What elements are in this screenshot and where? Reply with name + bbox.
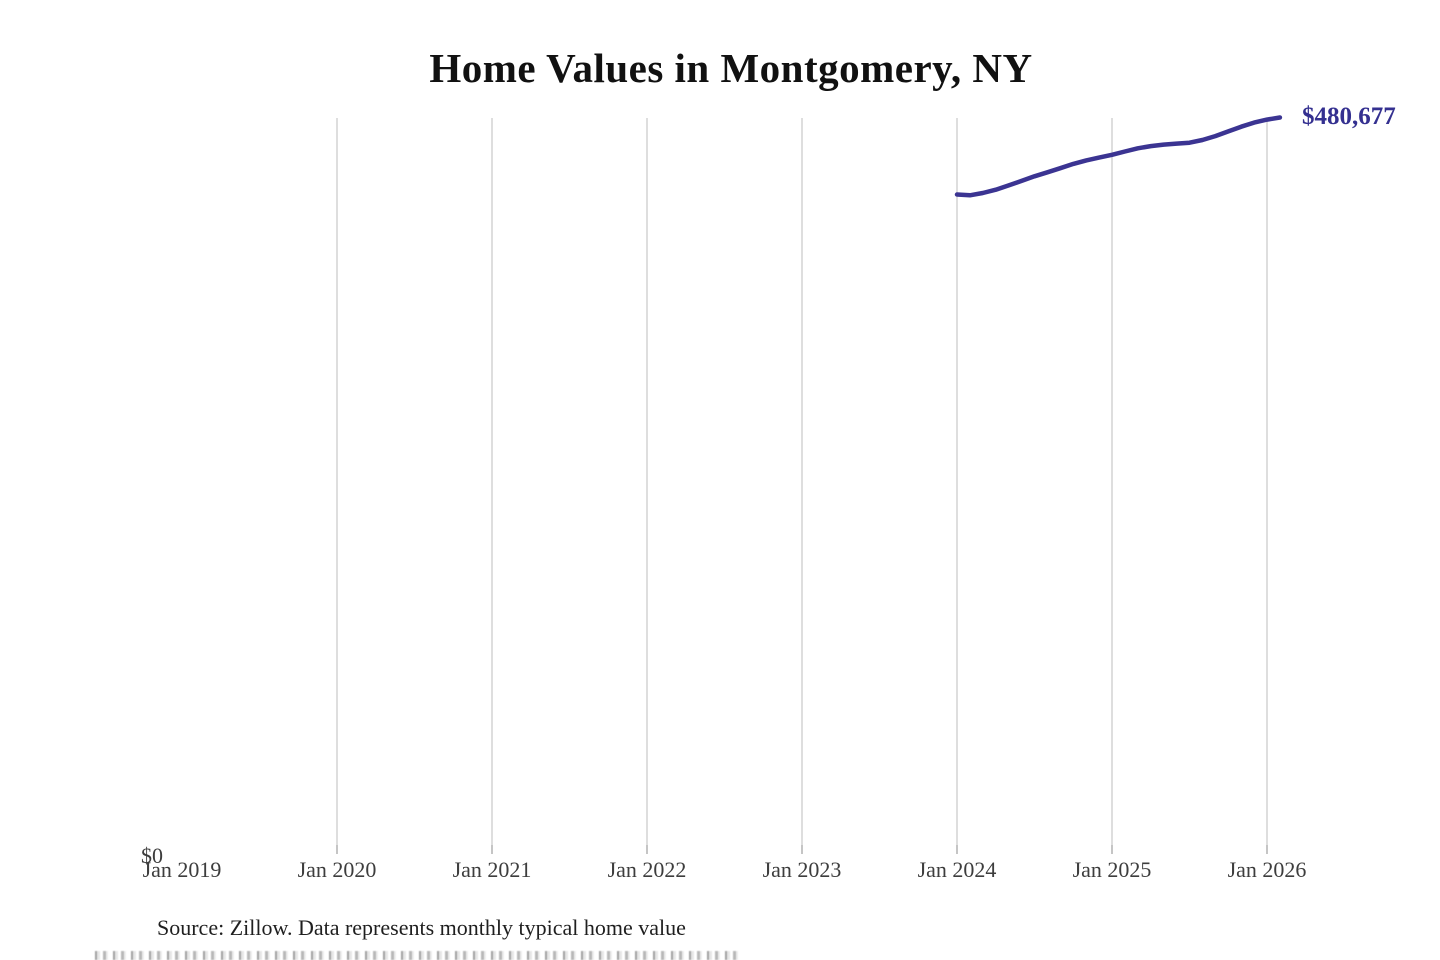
x-axis-label-jan-2021: Jan 2021 [452, 857, 532, 882]
x-axis-label-jan-2024: Jan 2024 [917, 857, 997, 882]
x-axis-label-jan-2023: Jan 2023 [762, 857, 842, 882]
home-value-line [954, 115, 1283, 198]
clipped-text-remnant [95, 951, 743, 960]
chart-title: Home Values in Montgomery, NY [429, 45, 1033, 91]
source-attribution: Source: Zillow. Data represents monthly … [157, 915, 686, 940]
x-axis-label-jan-2026: Jan 2026 [1227, 857, 1307, 882]
x-axis-label-jan-2025: Jan 2025 [1072, 857, 1152, 882]
y-axis-zero-label: $0 [141, 843, 163, 868]
x-axis-label-jan-2020: Jan 2020 [297, 857, 377, 882]
line-end-value-label: $480,677 [1302, 102, 1396, 130]
x-axis-label-jan-2022: Jan 2022 [607, 857, 687, 882]
x-axis-label-jan-2019: Jan 2019 [142, 857, 222, 882]
